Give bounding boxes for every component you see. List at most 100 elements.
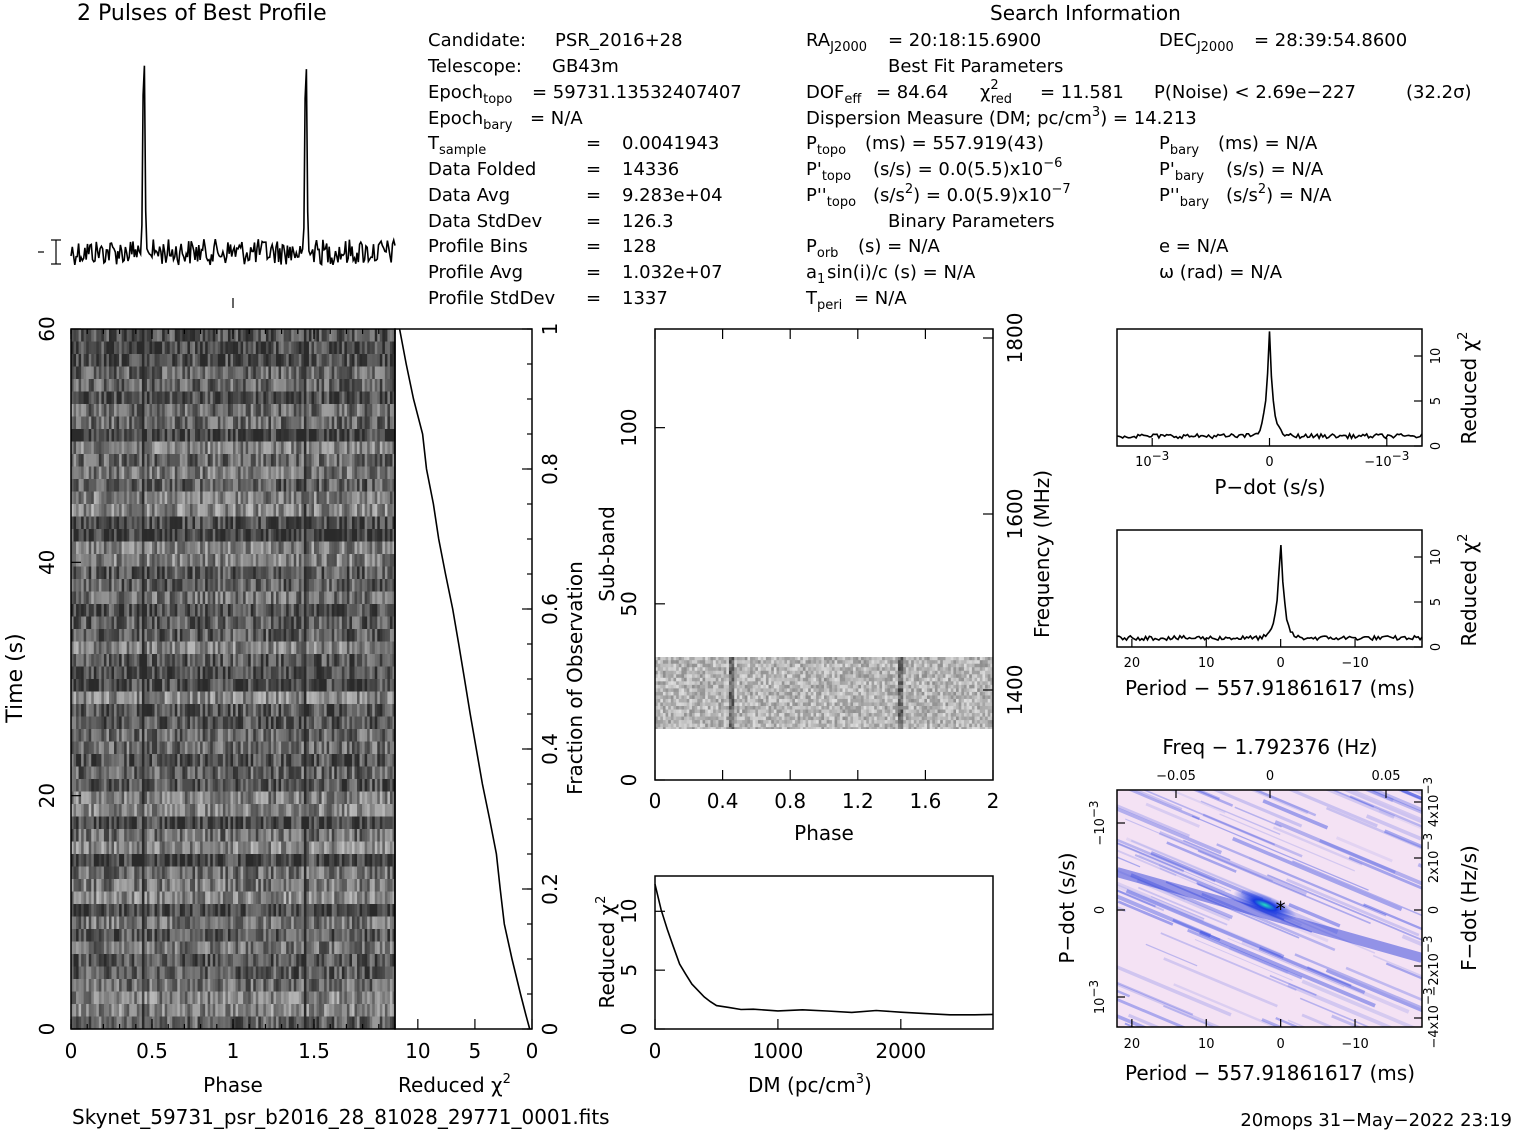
time-phase-cell: [86, 741, 90, 755]
time-phase-cell: [197, 679, 201, 692]
time-phase-cell: [197, 454, 201, 467]
time-phase-cell: [377, 354, 381, 367]
time-phase-cell: [111, 679, 115, 692]
time-phase-cell: [319, 566, 322, 580]
time-phase-cell: [169, 641, 173, 655]
time-phase-cell: [336, 729, 340, 742]
time-phase-cell: [217, 554, 221, 567]
time-phase-cell: [389, 604, 393, 617]
time-phase-cell: [233, 516, 236, 530]
time-phase-cell: [103, 779, 107, 792]
time-phase-cell: [157, 404, 160, 417]
time-phase-cell: [382, 329, 386, 342]
time-phase-cell: [321, 441, 325, 455]
time-phase-cell: [114, 779, 117, 792]
time-phase-cell: [210, 454, 214, 467]
time-phase-cell: [187, 541, 191, 555]
time-phase-cell: [129, 366, 133, 380]
time-phase-cell: [235, 729, 239, 742]
time-phase-cell: [222, 641, 226, 655]
time-phase-cell: [86, 341, 90, 355]
time-phase-cell: [177, 766, 181, 780]
time-phase-cell: [387, 466, 391, 480]
time-phase-cell: [78, 654, 82, 667]
time-phase-cell: [81, 391, 85, 405]
time-phase-cell: [362, 516, 366, 530]
time-phase-cell: [321, 341, 325, 355]
time-phase-cell: [314, 641, 317, 655]
time-phase-cell: [124, 804, 128, 817]
time-phase-cell: [288, 491, 292, 505]
time-phase-cell: [192, 554, 196, 567]
time-phase-cell: [316, 616, 320, 630]
time-phase-cell: [296, 416, 300, 430]
time-phase-cell: [192, 491, 196, 505]
time-phase-cell: [384, 366, 388, 380]
time-phase-cell: [114, 791, 117, 805]
time-phase-cell: [187, 604, 191, 617]
time-phase-cell: [265, 579, 269, 592]
time-phase-cell: [149, 529, 153, 542]
time-phase-cell: [248, 516, 252, 530]
time-phase-cell: [301, 491, 305, 505]
time-phase-cell: [162, 479, 166, 492]
time-phase-cell: [96, 354, 100, 367]
time-phase-cell: [374, 566, 378, 580]
time-phase-cell: [288, 666, 292, 680]
time-phase-cell: [136, 441, 140, 455]
time-phase-cell: [245, 691, 249, 705]
time-phase-cell: [260, 579, 264, 592]
time-phase-cell: [76, 629, 79, 642]
time-phase-cell: [230, 366, 234, 380]
time-phase-cell: [357, 766, 360, 780]
time-phase-cell: [167, 516, 171, 530]
time-phase-cell: [324, 441, 328, 455]
time-phase-cell: [162, 491, 166, 505]
time-phase-cell: [336, 441, 340, 455]
time-phase-cell: [215, 454, 219, 467]
time-phase-cell: [157, 616, 160, 630]
time-phase-cell: [159, 341, 163, 355]
time-phase-cell: [281, 554, 285, 567]
time-phase-cell: [346, 604, 350, 617]
time-phase-cell: [311, 329, 315, 342]
time-phase-cell: [136, 504, 140, 517]
time-phase-cell: [177, 629, 181, 642]
time-phase-cell: [164, 404, 168, 417]
time-phase-cell: [73, 679, 77, 692]
time-phase-cell: [222, 691, 226, 705]
time-phase-cell: [382, 404, 386, 417]
time-phase-cell: [362, 566, 366, 580]
time-phase-cell: [346, 541, 350, 555]
time-phase-cell: [230, 491, 234, 505]
time-phase-cell: [308, 691, 312, 705]
time-phase-cell: [253, 491, 257, 505]
time-phase-cell: [131, 804, 135, 817]
time-phase-cell: [184, 504, 188, 517]
time-phase-cell: [392, 616, 395, 630]
time-phase-cell: [364, 666, 368, 680]
time-phase-cell: [187, 466, 191, 480]
time-phase-cell: [220, 366, 224, 380]
time-phase-cell: [119, 554, 123, 567]
time-phase-cell: [101, 491, 105, 505]
time-phase-cell: [172, 729, 176, 742]
time-phase-cell: [197, 479, 201, 492]
time-phase-cell: [331, 729, 335, 742]
time-phase-cell: [298, 741, 302, 755]
time-phase-cell: [159, 391, 163, 405]
time-phase-cell: [169, 416, 173, 430]
time-phase-cell: [286, 666, 290, 680]
time-phase-cell: [154, 354, 158, 367]
profile-bins-eq: =: [586, 236, 601, 257]
time-phase-cell: [382, 441, 386, 455]
time-phase-cell: [367, 666, 371, 680]
time-phase-cell: [308, 454, 312, 467]
time-phase-cell: [212, 391, 216, 405]
time-phase-cell: [98, 704, 102, 717]
time-phase-cell: [265, 729, 269, 742]
time-phase-cell: [382, 766, 386, 780]
time-phase-cell: [387, 479, 391, 492]
time-phase-cell: [382, 541, 386, 555]
